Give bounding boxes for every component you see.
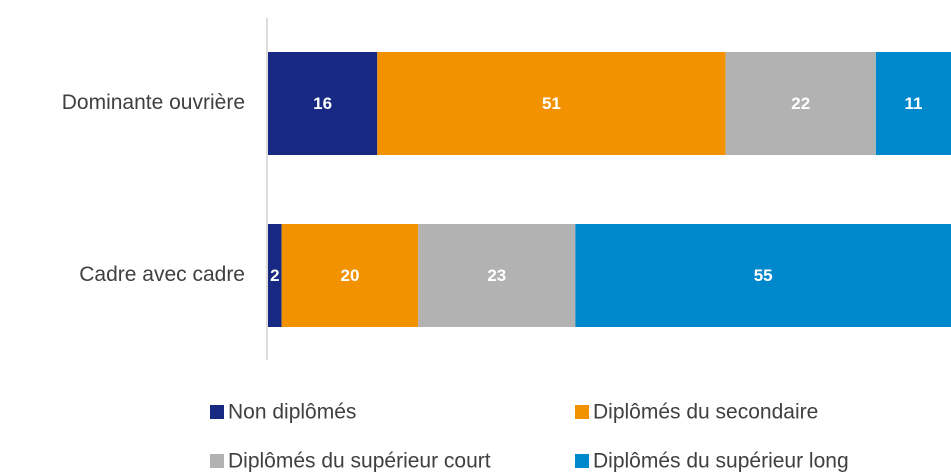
legend-label: Non diplômés [228,401,356,424]
data-label: 51 [542,94,561,113]
bar-segment [377,52,726,155]
data-label: 11 [904,94,922,113]
category-label: Dominante ouvrière [62,91,245,114]
bar-segment [268,52,378,155]
legend-swatch [210,405,224,419]
data-label: 2 [270,266,279,285]
data-label: 23 [487,266,506,285]
bar-segment [725,52,876,155]
legend-label: Diplômés du supérieur long [593,450,849,473]
legend-label: Diplômés du secondaire [593,401,818,424]
data-label: 22 [791,94,810,113]
bar-segment [268,224,282,327]
category-label: Cadre avec cadre [79,263,245,286]
bar-segment [418,224,576,327]
legend-swatch [575,405,589,419]
data-label: 55 [754,266,773,285]
legend-swatch [575,454,589,468]
data-label: 16 [313,94,332,113]
legend-label: Diplômés du supérieur court [228,450,491,473]
data-label: 20 [340,266,359,285]
bar-segment [281,224,419,327]
legend-swatch [210,454,224,468]
bar-segment [575,224,951,327]
bar-segment [875,52,951,155]
